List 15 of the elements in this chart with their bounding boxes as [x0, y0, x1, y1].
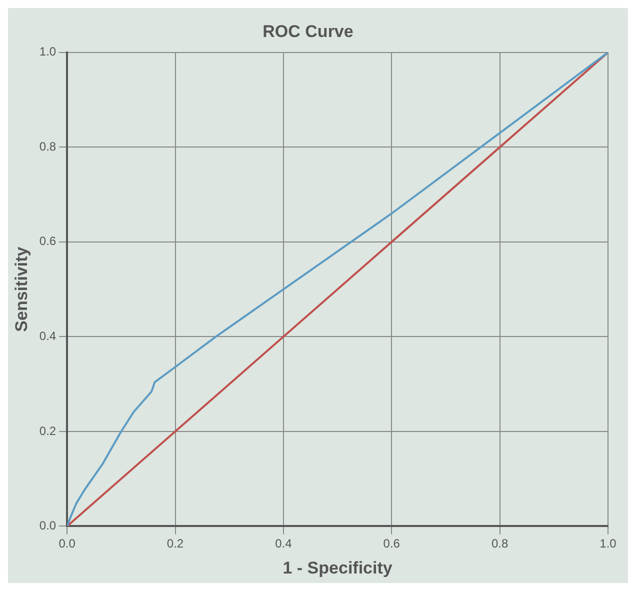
y-tick-label: 0.2	[39, 424, 56, 438]
y-tick-label: 0.0	[39, 518, 56, 533]
y-tick-label: 1.0	[39, 44, 56, 59]
x-tick-label: 0.8	[491, 536, 508, 551]
x-tick-label: 0.4	[275, 536, 292, 551]
x-tick-label: 0.0	[58, 536, 76, 551]
y-axis-title: Sensitivity	[12, 246, 31, 332]
y-tick-label: 0.8	[39, 139, 56, 154]
y-tick-label: 0.4	[39, 328, 56, 343]
chart-title: ROC Curve	[262, 22, 354, 41]
x-tick-label: 0.6	[383, 536, 400, 551]
x-tick-label: 1.0	[600, 536, 617, 551]
y-tick-label: 0.6	[39, 234, 56, 248]
x-axis-title: 1 - Specificity	[282, 558, 393, 578]
x-tick-label: 0.2	[166, 536, 184, 551]
